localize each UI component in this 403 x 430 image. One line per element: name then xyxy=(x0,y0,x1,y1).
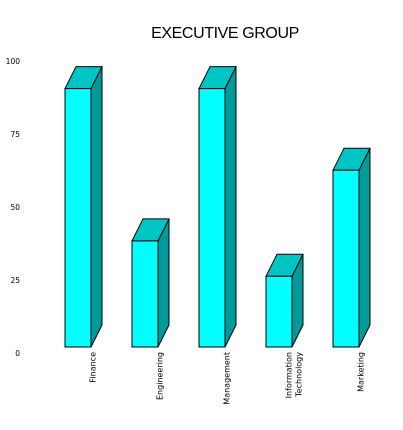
bar-3 xyxy=(265,253,304,348)
bar-4 xyxy=(332,147,371,348)
bar-side xyxy=(90,66,103,348)
bars xyxy=(64,66,371,348)
y-tick-label: 0 xyxy=(15,349,20,358)
x-tick-label: Finance xyxy=(89,352,98,383)
x-tick-label: Marketing xyxy=(357,352,366,392)
y-tick-label: 50 xyxy=(10,203,20,212)
x-tick-label: Management xyxy=(223,352,232,405)
x-tick-label: Information xyxy=(285,352,294,398)
bar-front xyxy=(64,88,92,348)
y-tick-label: 25 xyxy=(10,276,20,285)
bar-2 xyxy=(198,66,237,348)
x-tick-label: Technology xyxy=(295,352,304,398)
bar-front xyxy=(332,169,360,348)
bar-side xyxy=(358,147,371,348)
x-tick-label: Engineering xyxy=(156,352,165,400)
bar-0 xyxy=(64,66,103,348)
y-tick-label: 100 xyxy=(6,57,21,66)
y-axis: 0 25 50 75 100 xyxy=(6,57,21,358)
bar-side xyxy=(224,66,237,348)
bar-1 xyxy=(131,218,170,348)
bar-front xyxy=(265,275,293,348)
bar-front xyxy=(131,240,159,348)
bar-front xyxy=(198,88,226,348)
chart-title: EXECUTIVE GROUP xyxy=(151,25,299,42)
x-axis: Finance Engineering Management Information T… xyxy=(89,352,366,405)
y-tick-label: 75 xyxy=(10,130,20,139)
